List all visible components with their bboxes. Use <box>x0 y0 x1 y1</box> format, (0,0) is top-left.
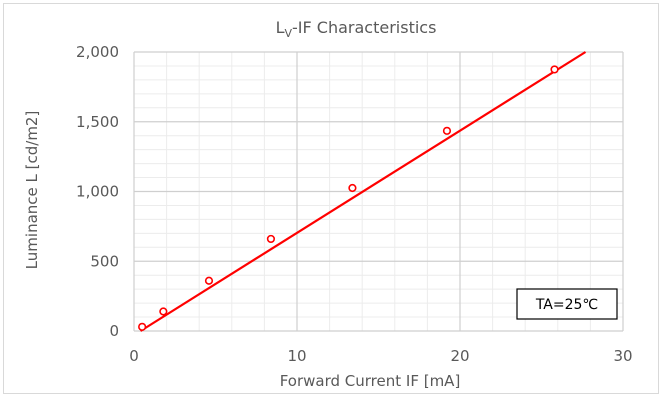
x-tick-label: 20 <box>450 347 469 365</box>
chart-title: LV-IF Characteristics <box>276 18 437 40</box>
data-point <box>266 234 276 244</box>
minor-gridlines <box>134 52 623 331</box>
series-line <box>139 51 587 332</box>
y-tick-label: 500 <box>90 252 119 270</box>
series-group <box>138 51 587 332</box>
data-point <box>442 126 452 135</box>
data-point <box>348 183 357 193</box>
y-tick-label: 1,500 <box>76 113 119 131</box>
chart-svg: LV-IF Characteristics 0 10 20 30 0 500 1,000 1… <box>23 18 633 390</box>
data-point <box>550 65 559 74</box>
chart-title-rest: -IF Characteristics <box>292 18 436 37</box>
x-tick-label: 30 <box>613 347 632 365</box>
x-tick-label: 10 <box>287 347 306 365</box>
y-tick-label: 1,000 <box>76 183 119 201</box>
annotation-border <box>516 288 618 320</box>
y-tick-label: 2,000 <box>76 43 119 61</box>
data-point <box>159 307 168 316</box>
y-tick-label: 0 <box>109 322 119 340</box>
chart-frame: LV-IF Characteristics 0 10 20 30 0 500 1,000 1… <box>3 3 659 394</box>
chart-title-sub: V <box>284 27 292 40</box>
data-point <box>138 322 147 331</box>
annotation-text: TA=25℃ <box>535 297 598 313</box>
data-point <box>204 276 214 285</box>
y-tick-labels: 0 500 1,000 1,500 2,000 <box>76 43 119 340</box>
annotation-box: TA=25℃ <box>516 288 618 320</box>
x-tick-label: 0 <box>129 347 139 365</box>
chart-title-main: L <box>276 18 285 37</box>
x-tick-labels: 0 10 20 30 <box>129 347 632 365</box>
major-gridlines <box>133 51 624 332</box>
x-axis-title: Forward Current IF [mA] <box>280 372 461 390</box>
y-axis-title: Luminance L [cd/m2] <box>23 111 41 270</box>
